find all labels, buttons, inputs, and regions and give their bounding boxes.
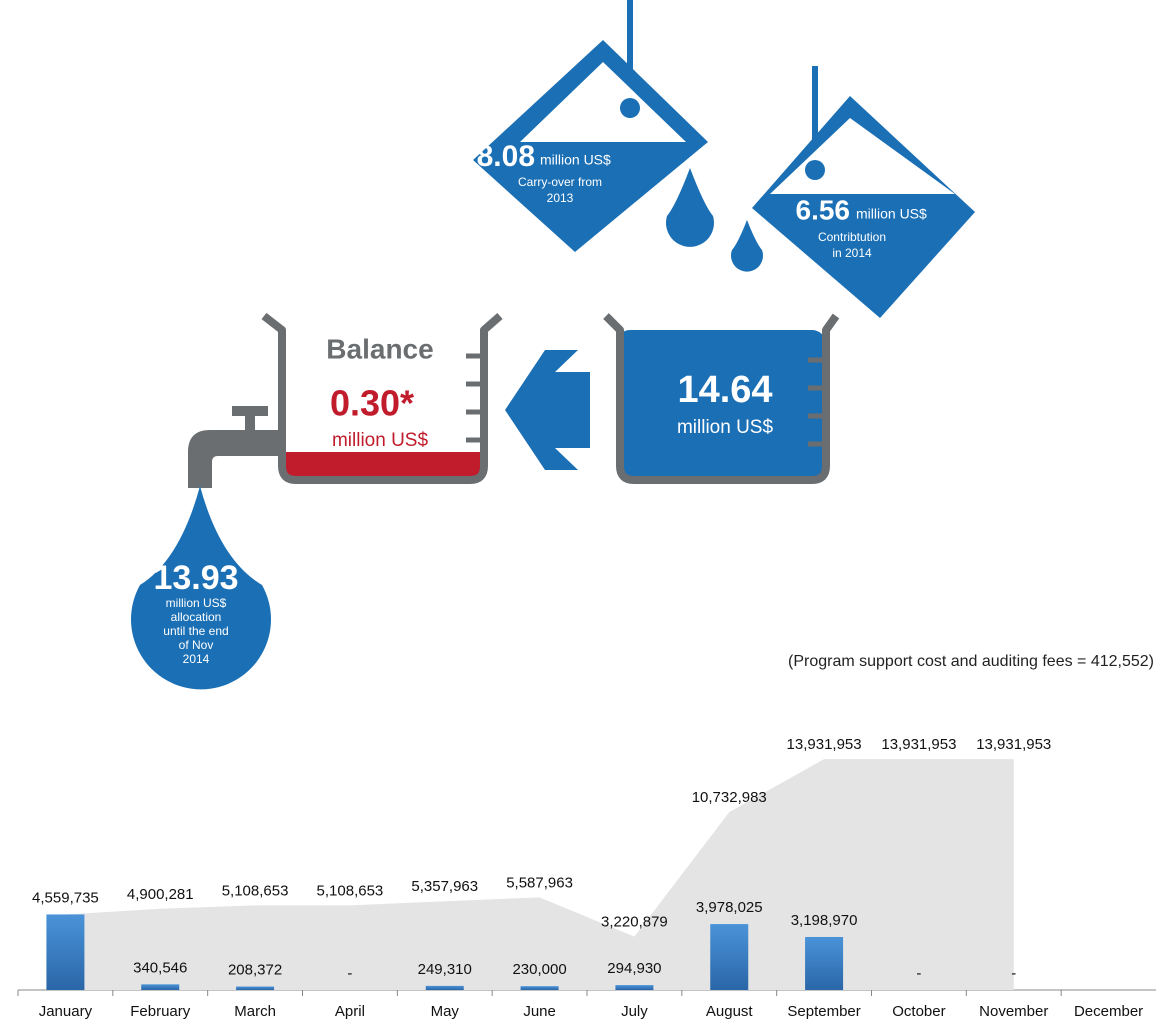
area-label: 5,587,963	[506, 874, 573, 891]
x-tick-label: October	[892, 1003, 945, 1020]
carry-over-amount: 8.08	[477, 140, 535, 173]
contribution-caption: in 2014	[832, 246, 872, 260]
allocation-caption: million US$	[166, 596, 227, 610]
contribution-unit: million US$	[856, 206, 927, 222]
balance-title: Balance	[326, 333, 433, 364]
balance-amount: 0.30*	[330, 383, 414, 424]
area-label: 5,108,653	[222, 882, 289, 899]
area-label: 3,220,879	[601, 914, 668, 931]
bar	[615, 985, 653, 990]
x-tick-label: January	[39, 1003, 93, 1020]
drop	[666, 168, 714, 247]
x-tick-label: February	[130, 1003, 191, 1020]
bar-label: 294,930	[607, 960, 661, 977]
page: { "carry_over": {"amount": "8.08", "unit…	[0, 0, 1156, 1024]
carry-over-unit: million US$	[540, 152, 611, 168]
bar-label: 340,546	[133, 959, 187, 976]
bar	[141, 984, 179, 990]
area-label: 5,108,653	[317, 882, 384, 899]
infographic: 8.08 million US$ Carry-over from 2013 6.…	[0, 0, 1156, 1024]
contribution-caption: Contribtution	[818, 230, 886, 244]
bar-label: -	[1011, 965, 1016, 982]
bar-label: 230,000	[512, 961, 566, 978]
bar-label: 249,310	[418, 961, 472, 978]
bar	[46, 914, 84, 990]
bar-label: 208,372	[228, 962, 282, 979]
x-tick-label: March	[234, 1003, 276, 1020]
bar-label: 4,559,735	[32, 889, 99, 906]
bar	[521, 986, 559, 990]
area-label: 5,357,963	[411, 878, 478, 895]
bar-label: -	[916, 965, 921, 982]
contribution-amount: 6.56	[796, 194, 851, 225]
total-unit: million US$	[677, 417, 774, 438]
bar-label: 3,198,970	[791, 912, 858, 929]
x-tick-label: June	[523, 1003, 556, 1020]
area-label: 4,900,281	[127, 886, 194, 903]
area-label: 13,931,953	[976, 736, 1051, 753]
x-tick-label: December	[1074, 1003, 1143, 1020]
area-label: 13,931,953	[881, 736, 956, 753]
allocation-caption: of Nov	[179, 638, 214, 652]
x-tick-label: July	[621, 1003, 648, 1020]
x-tick-label: May	[431, 1003, 460, 1020]
drop	[731, 220, 763, 272]
carry-over-caption: Carry-over from	[518, 175, 602, 189]
bar-label: -	[347, 965, 352, 982]
bar	[805, 937, 843, 990]
x-tick-label: August	[706, 1003, 754, 1020]
balance-unit: million US$	[332, 430, 429, 451]
bar-label: 3,978,025	[696, 899, 763, 916]
x-tick-label: April	[335, 1003, 365, 1020]
contribution-bucket: 6.56 million US$ Contribtution in 2014	[752, 66, 975, 318]
area-label: 10,732,983	[692, 789, 767, 806]
total-amount: 14.64	[677, 369, 772, 411]
allocation-caption: allocation	[171, 610, 222, 624]
bar	[710, 924, 748, 990]
bar	[426, 986, 464, 990]
x-tick-label: November	[979, 1003, 1048, 1020]
balance-beaker: Balance 0.30* million US$	[264, 316, 500, 480]
allocation-caption: 2014	[183, 652, 210, 666]
total-beaker: 14.64 million US$	[606, 316, 836, 480]
chart-note: (Program support cost and auditing fees …	[788, 653, 1154, 670]
allocation-amount: 13.93	[153, 559, 238, 597]
area-label: 13,931,953	[787, 736, 862, 753]
allocation-caption: until the end	[163, 624, 228, 638]
bar	[236, 987, 274, 990]
faucet	[188, 406, 282, 488]
x-tick-label: September	[787, 1003, 860, 1020]
carry-over-caption: 2013	[547, 191, 574, 205]
arrow	[505, 350, 590, 470]
